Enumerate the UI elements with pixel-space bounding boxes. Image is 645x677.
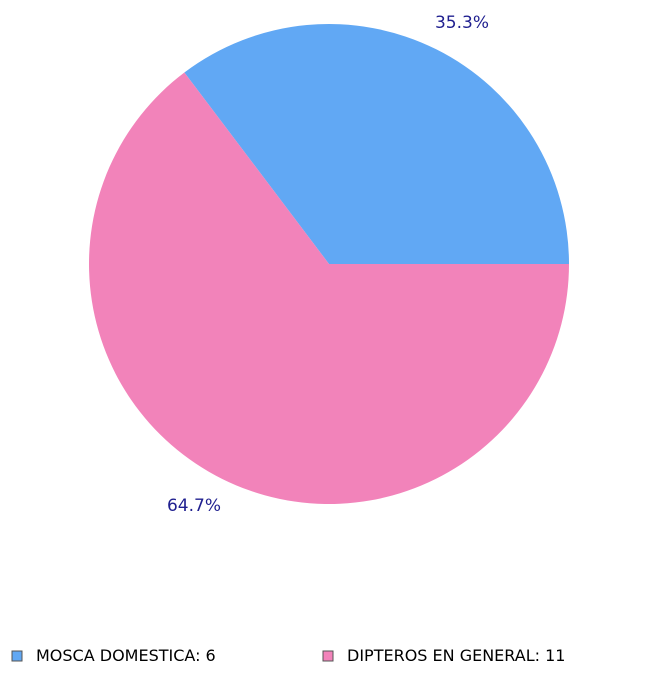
pie-slices	[88, 24, 570, 505]
pie-percent-labels: 35.3% 64.7%	[167, 13, 489, 516]
legend-label: MOSCA DOMESTICA: 6	[36, 646, 216, 665]
legend-swatch	[322, 650, 334, 662]
legend: MOSCA DOMESTICA: 6 DIPTEROS EN GENERAL: 1…	[11, 646, 565, 665]
pie-slice-mosca-domestica	[184, 24, 570, 264]
legend-item: DIPTEROS EN GENERAL: 11	[322, 646, 565, 665]
legend-label: DIPTEROS EN GENERAL: 11	[347, 646, 565, 665]
pie-percent-label: 64.7%	[167, 496, 221, 516]
pie-slice-dipteros-en-general	[88, 72, 569, 505]
legend-swatch	[11, 650, 23, 662]
pie-percent-label: 35.3%	[435, 13, 489, 33]
legend-item: MOSCA DOMESTICA: 6	[11, 646, 216, 665]
